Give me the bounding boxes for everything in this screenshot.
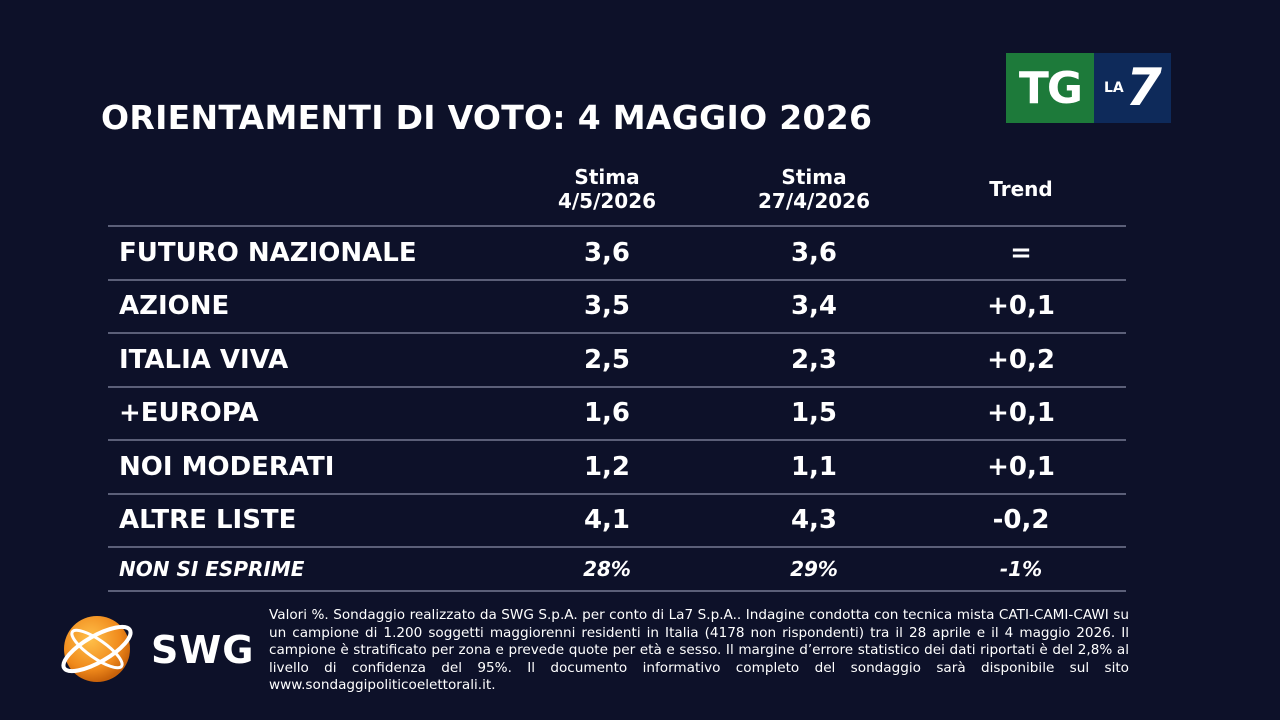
value-current: 1,2: [583, 451, 631, 482]
value-trend: +0,2: [987, 344, 1055, 375]
la7-logo-mark: LA 7: [1094, 53, 1171, 123]
party-label: ITALIA VIVA: [119, 344, 289, 375]
table-row: FUTURO NAZIONALE 3,6 3,6 =: [108, 227, 1126, 281]
value-previous: 3,4: [790, 291, 838, 322]
undecided-trend: -1%: [999, 557, 1043, 581]
value-trend: +0,1: [987, 451, 1055, 482]
column-header-current: Stima 4/5/2026: [507, 165, 707, 213]
party-label: FUTURO NAZIONALE: [119, 237, 417, 268]
tg-la7-logo: TG LA 7: [1006, 53, 1171, 123]
value-previous: 1,5: [790, 398, 838, 429]
column-header-previous-line2: 27/4/2026: [757, 189, 871, 213]
table-row: ITALIA VIVA 2,5 2,3 +0,2: [108, 334, 1126, 388]
party-label: NOI MODERATI: [119, 451, 335, 482]
swg-wordmark: SWG: [151, 628, 255, 672]
column-header-trend: Trend: [921, 177, 1121, 201]
tg-logo-mark: TG: [1006, 53, 1094, 123]
table-row: AZIONE 3,5 3,4 +0,1: [108, 281, 1126, 334]
value-current: 4,1: [583, 505, 631, 536]
undecided-current: 28%: [583, 557, 631, 581]
column-header-trend-line1: Trend: [989, 177, 1053, 201]
swg-logo: SWG: [55, 612, 255, 687]
value-previous: 4,3: [790, 505, 838, 536]
party-label: ALTRE LISTE: [119, 505, 297, 536]
undecided-label: NON SI ESPRIME: [119, 557, 305, 581]
value-current: 2,5: [583, 344, 631, 375]
value-previous: 2,3: [790, 344, 838, 375]
table-row: NOI MODERATI 1,2 1,1 +0,1: [108, 441, 1126, 495]
value-previous: 1,1: [790, 451, 838, 482]
page-title: ORIENTAMENTI DI VOTO: 4 MAGGIO 2026: [101, 98, 873, 137]
value-current: 3,5: [583, 291, 631, 322]
column-header-previous-line1: Stima: [781, 165, 847, 189]
methodology-note: Valori %. Sondaggio realizzato da SWG S.…: [269, 607, 1129, 694]
swg-globe-icon: [61, 616, 133, 682]
table-row-undecided: NON SI ESPRIME 28% 29% -1%: [108, 548, 1126, 592]
party-label: AZIONE: [119, 291, 230, 322]
poll-table: FUTURO NAZIONALE 3,6 3,6 = AZIONE 3,5 3,4 +0,1 I…: [108, 225, 1126, 592]
la7-logo-la: LA: [1104, 80, 1124, 96]
undecided-previous: 29%: [790, 557, 838, 581]
value-trend: =: [1010, 237, 1032, 268]
value-trend: +0,1: [987, 291, 1055, 322]
column-header-current-line2: 4/5/2026: [557, 189, 657, 213]
value-current: 1,6: [583, 398, 631, 429]
value-trend: +0,1: [987, 398, 1055, 429]
la7-logo-seven: 7: [1125, 58, 1162, 118]
column-header-previous: Stima 27/4/2026: [714, 165, 914, 213]
value-trend: -0,2: [992, 505, 1050, 536]
value-previous: 3,6: [790, 237, 838, 268]
value-current: 3,6: [583, 237, 631, 268]
column-header-current-line1: Stima: [574, 165, 640, 189]
table-row: +EUROPA 1,6 1,5 +0,1: [108, 388, 1126, 441]
table-row: ALTRE LISTE 4,1 4,3 -0,2: [108, 495, 1126, 548]
party-label: +EUROPA: [119, 398, 259, 429]
